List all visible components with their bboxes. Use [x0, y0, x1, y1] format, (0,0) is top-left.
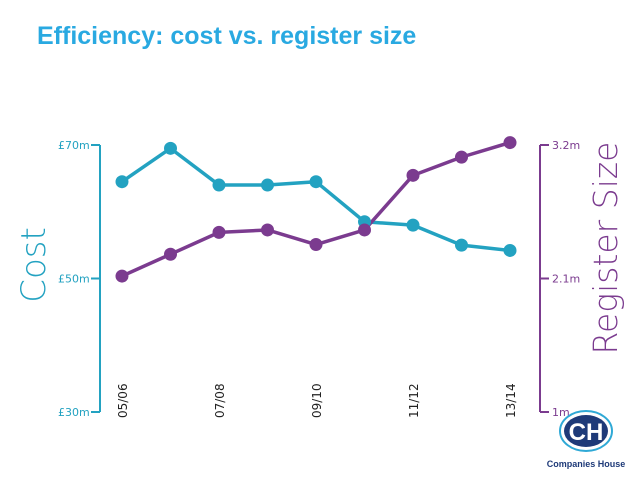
- register-size-data-point: [455, 150, 468, 164]
- register-size-series-line: [121, 140, 511, 278]
- register-size-data-point: [212, 225, 226, 239]
- labels-layer: £30m £50m £70m 1m 2.1m 3.2m Cost Register Size 0…: [14, 139, 625, 419]
- cost-series-line: [121, 146, 511, 253]
- register-size-data-point: [358, 223, 371, 237]
- cost-data-point: [309, 175, 323, 189]
- register-size-data-point: [503, 136, 517, 150]
- x-tick-label: 05/06: [116, 383, 130, 418]
- cost-data-point: [261, 178, 274, 192]
- left-axis-title: Cost: [14, 227, 54, 303]
- cost-data-point: [455, 238, 468, 252]
- cost-data-point: [212, 178, 226, 192]
- logo-ring: [559, 410, 613, 452]
- left-axis-tick-label: £70m: [58, 139, 90, 152]
- cost-data-point: [406, 218, 420, 232]
- axes-layer: [91, 144, 549, 413]
- x-tick-label: 13/14: [504, 383, 518, 418]
- right-axis-tick-label: 3.2m: [552, 139, 580, 152]
- right-axis-tick-label: 2.1m: [552, 273, 580, 286]
- register-size-data-point: [261, 223, 274, 237]
- x-tick-label: 07/08: [213, 383, 227, 418]
- cost-data-point: [503, 243, 517, 257]
- lines-layer: [121, 140, 511, 278]
- x-tick-label: 09/10: [310, 383, 324, 418]
- right-axis-tick-label: 1m: [552, 406, 570, 419]
- logo-disc: [564, 415, 608, 447]
- logo-letters: CH: [569, 419, 604, 446]
- logo-text: Companies House: [547, 459, 626, 469]
- cost-data-point: [164, 141, 177, 155]
- companies-house-logo: CH Companies House: [546, 403, 626, 473]
- register-size-data-point: [406, 168, 420, 182]
- x-tick-label: 11/12: [407, 383, 421, 418]
- right-axis-title: Register Size: [586, 142, 625, 355]
- cost-data-point: [115, 175, 129, 189]
- register-size-data-point: [309, 238, 323, 252]
- left-axis-tick-label: £30m: [58, 406, 90, 419]
- points-layer: [115, 136, 517, 283]
- register-size-data-point: [164, 247, 177, 261]
- slide-title: Efficiency: cost vs. register size: [37, 22, 417, 50]
- left-axis-tick-label: £50m: [58, 273, 90, 286]
- register-size-data-point: [115, 269, 129, 283]
